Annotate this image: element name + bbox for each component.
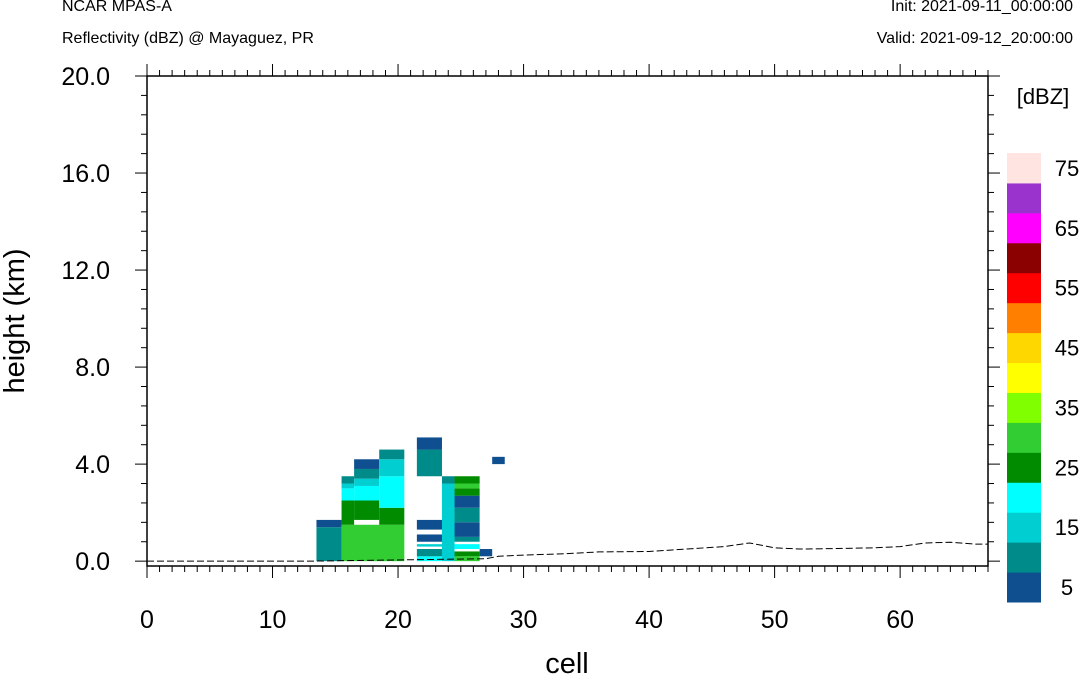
x-tick-label: 60 [886,606,914,634]
x-tick-label: 0 [140,606,154,634]
colorbar-swatch [1007,392,1041,423]
reflectivity-cell [454,522,480,537]
init-time: Init: 2021-09-11_00:00:00 [890,0,1073,15]
x-tick-label: 10 [259,606,287,634]
model-title: NCAR MPAS-A [62,0,172,15]
reflectivity-cell [441,476,455,484]
reflectivity-cell [416,534,442,542]
reflectivity-cell [454,495,480,508]
plot-frame [146,75,989,567]
reflectivity-cell [454,476,480,484]
reflectivity-cell [379,459,405,477]
reflectivity-cell [354,478,380,486]
reflectivity-cell [416,519,442,530]
colorbar-swatch [1007,153,1041,184]
y-axis-label: height (km) [0,248,31,393]
reflectivity-cell [492,456,505,465]
x-tick-label: 30 [510,606,538,634]
colorbar-swatch [1007,482,1041,513]
colorbar-swatch [1007,362,1041,393]
subtitle: Reflectivity (dBZ) @ Mayaguez, PR [62,30,314,47]
reflectivity-cell [341,483,355,489]
colorbar-label: 75 [1055,156,1079,181]
colorbar-label: 45 [1055,336,1079,361]
reflectivity-cell [416,437,442,450]
reflectivity-cell [416,556,442,562]
colorbar-title: [dBZ] [1017,84,1070,109]
reflectivity-cell [441,483,455,562]
colorbar-swatch [1007,242,1041,274]
valid-time: Valid: 2021-09-12_20:00:00 [876,30,1073,47]
colorbar-swatch [1007,452,1041,483]
terrain-line [147,541,988,562]
colorbar-swatch [1007,302,1041,334]
reflectivity-cell [454,536,480,542]
colorbar-label: 35 [1055,395,1079,420]
colorbar-label: 65 [1055,216,1079,241]
reflectivity-cell [316,519,342,528]
reflectivity-cell [454,507,480,523]
reflectivity-cell [416,449,442,477]
colorbar-label: 55 [1055,276,1079,301]
y-tick-label: 8.0 [75,354,110,382]
reflectivity-cell [416,549,442,557]
x-axis-label: cell [545,648,589,677]
colorbar: 5 15 25 35 45 55 65 75 [1007,153,1079,603]
colorbar-swatch [1007,272,1041,304]
reflectivity-cell [354,500,380,520]
reflectivity-cell [479,549,493,557]
y-tick-label: 0.0 [75,548,110,576]
reflectivity-cell [354,459,380,469]
reflectivity-cell [341,524,405,562]
colorbar-swatch [1007,422,1041,453]
reflectivity-cell [454,544,480,550]
reflectivity-cell [341,500,355,525]
reflectivity-cell [379,476,405,508]
colorbar-swatch [1007,212,1041,244]
reflectivity-cells [316,437,505,562]
y-tick-label: 4.0 [75,451,110,479]
reflectivity-cell [316,527,342,562]
reflectivity-cell [341,476,355,484]
colorbar-label: 25 [1055,455,1079,480]
colorbar-label: 15 [1055,515,1079,540]
colorbar-swatch [1007,542,1041,573]
tick-labels: 0 10 20 30 40 50 60 0.0 4.0 8.0 12.0 16.0 20.0 [61,63,914,634]
y-tick-label: 20.0 [61,63,110,91]
y-tick-label: 12.0 [61,257,110,285]
y-tick-label: 16.0 [61,160,110,188]
reflectivity-cell [379,449,405,460]
colorbar-label: 5 [1061,575,1073,600]
reflectivity-cell [379,507,405,525]
reflectivity-cell [341,488,355,501]
colorbar-swatch [1007,512,1041,543]
reflectivity-cell [416,544,442,547]
colorbar-swatch [1007,182,1041,214]
x-tick-label: 50 [761,606,789,634]
terrain [147,541,988,562]
reflectivity-cell [354,468,380,479]
reflectivity-cell [454,483,480,489]
reflectivity-cell [354,485,380,501]
axis-ticks [135,64,1000,578]
x-tick-label: 40 [635,606,663,634]
x-tick-label: 20 [384,606,412,634]
reflectivity-cell [454,551,480,557]
reflectivity-cell [454,488,480,496]
colorbar-swatch [1007,332,1041,364]
colorbar-swatch [1007,572,1041,603]
